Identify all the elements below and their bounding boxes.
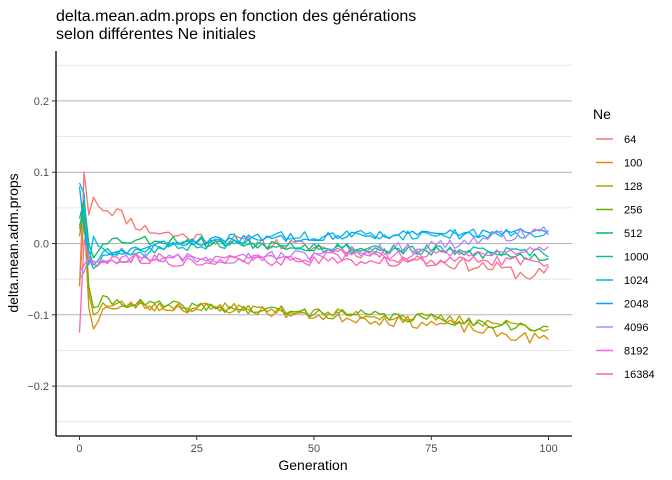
legend-label-8192: 8192 — [624, 346, 648, 358]
legend-label-256: 256 — [624, 205, 642, 217]
series-line-1024 — [78, 182, 549, 266]
x-axis-title: Generation — [278, 457, 347, 473]
y-axis-title: delta.mean.adm.props — [5, 173, 21, 312]
series-line-128 — [78, 200, 549, 332]
x-tick-label: 0 — [76, 443, 82, 455]
y-tick-label: 0.1 — [34, 167, 49, 179]
series-line-16384 — [78, 239, 549, 333]
series-line-256 — [78, 207, 549, 332]
x-tick-label: 25 — [191, 443, 203, 455]
legend-label-4096: 4096 — [624, 322, 648, 334]
legend-label-64: 64 — [624, 134, 636, 146]
x-tick-label: 100 — [539, 443, 557, 455]
y-tick-label: 0.0 — [34, 239, 49, 251]
legend: Ne 64 100 128 256 512 1000 1024 2048 4096 8192 163… — [593, 106, 655, 381]
y-tick-label: −0.1 — [27, 310, 49, 322]
series-layer — [78, 171, 550, 344]
series-line-2048 — [78, 186, 549, 270]
series-line-100 — [78, 214, 549, 344]
legend-label-100: 100 — [624, 158, 642, 170]
series-line-8192 — [78, 246, 549, 273]
legend-label-512: 512 — [624, 228, 642, 240]
series-line-1000 — [78, 207, 549, 266]
chart-title-line-2: selon différentes Ne initiales — [56, 26, 256, 43]
series-line-512 — [78, 200, 549, 262]
legend-label-1024: 1024 — [624, 275, 648, 287]
y-tick-label: 0.2 — [34, 96, 49, 108]
series-line-64 — [78, 171, 550, 287]
legend-label-2048: 2048 — [624, 299, 648, 311]
axes: −0.2 −0.1 0.0 0.1 0.2 0 25 50 75 100 — [27, 51, 572, 455]
x-tick-label: 75 — [425, 443, 437, 455]
y-tick-label: −0.2 — [27, 381, 49, 393]
legend-label-1000: 1000 — [624, 252, 648, 264]
legend-title: Ne — [593, 106, 611, 122]
legend-label-16384: 16384 — [624, 369, 655, 381]
chart-title-line-1: delta.mean.adm.props en fonction des gén… — [56, 8, 416, 25]
x-tick-label: 50 — [308, 443, 320, 455]
legend-label-128: 128 — [624, 181, 642, 193]
